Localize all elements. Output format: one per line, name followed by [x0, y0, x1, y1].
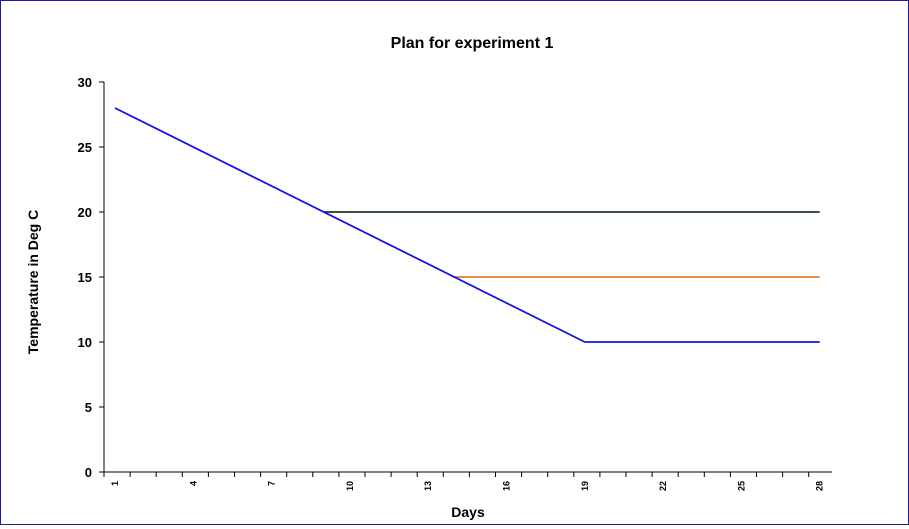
x-tick-label: 19	[580, 481, 590, 491]
y-tick-label: 25	[78, 140, 92, 155]
x-axis-label: Days	[451, 504, 485, 520]
series-line-3	[114, 107, 820, 343]
x-tick-label: 22	[658, 481, 668, 491]
x-tick-label: 28	[815, 481, 825, 491]
y-tick-label: 5	[85, 400, 92, 415]
x-tick-label: 7	[267, 481, 277, 486]
x-tick-label: 4	[188, 481, 198, 486]
y-tick-label: 15	[78, 270, 92, 285]
x-tick-label: 25	[736, 481, 746, 491]
chart-title: Plan for experiment 1	[391, 35, 554, 52]
x-tick-label: 13	[423, 481, 433, 491]
y-tick-label: 20	[78, 205, 92, 220]
x-tick-label: 1	[110, 481, 120, 486]
x-tick-label: 16	[502, 481, 512, 491]
y-axis-label: Temperature in Deg C	[25, 210, 41, 354]
y-tick-label: 0	[85, 465, 92, 480]
x-tick-label: 10	[345, 481, 355, 491]
y-tick-label: 30	[78, 75, 92, 90]
y-tick-label: 10	[78, 335, 92, 350]
